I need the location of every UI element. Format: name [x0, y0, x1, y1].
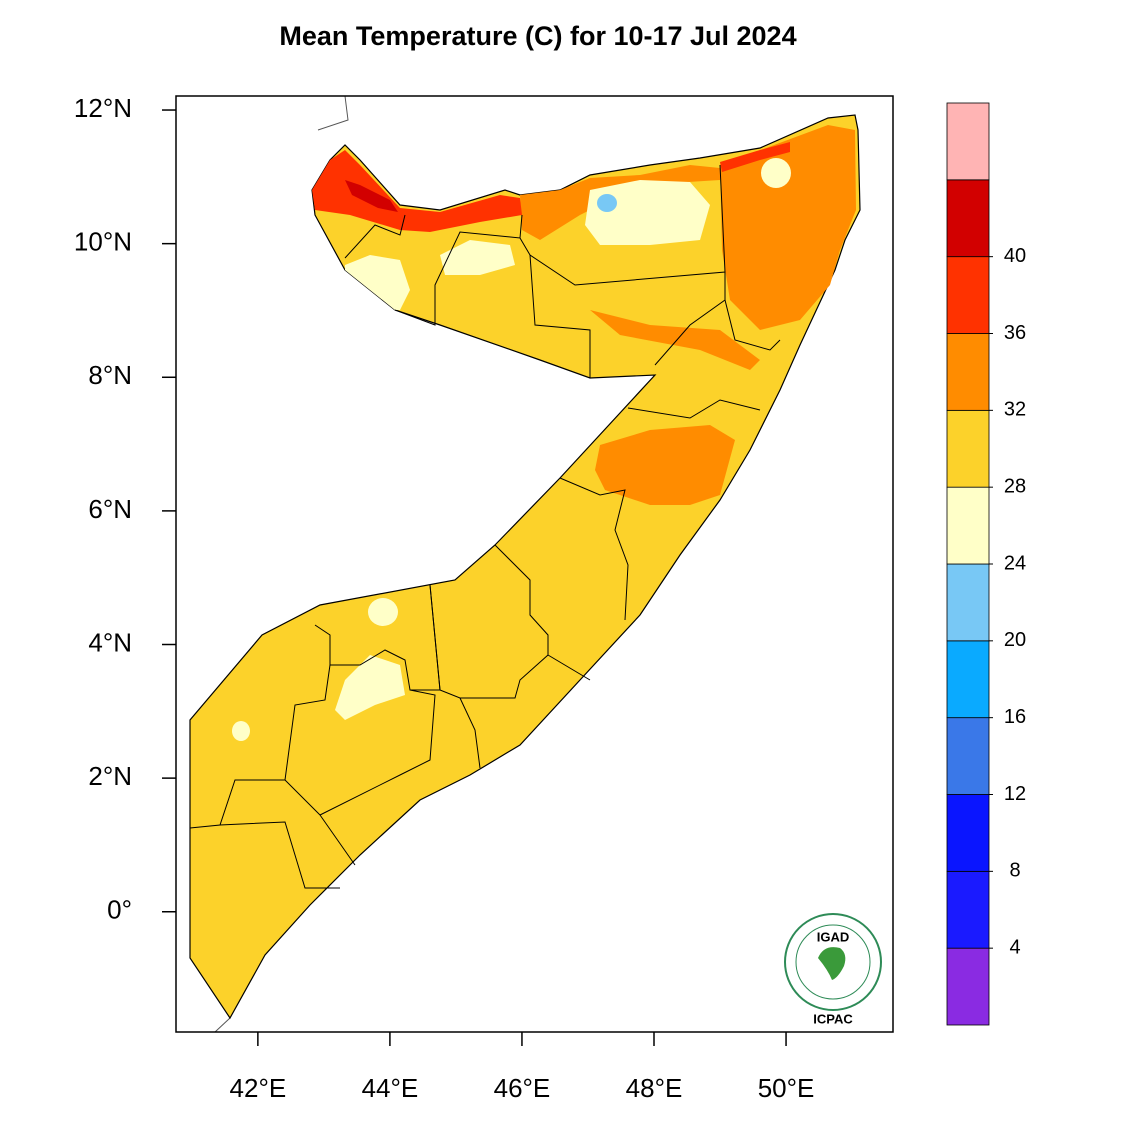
warm-area	[595, 425, 735, 505]
cool-area	[761, 158, 791, 188]
colorbar-label: 28	[1004, 475, 1026, 497]
colorbar-segment	[946, 179, 990, 258]
logo-africa	[818, 947, 846, 980]
cold-spot	[597, 194, 617, 212]
y-tick-label: 4°N	[88, 627, 132, 657]
colorbar-segment	[946, 640, 990, 719]
colorbar-segment	[946, 947, 990, 1026]
x-tick-label: 50°E	[758, 1073, 815, 1103]
border-line	[214, 1017, 231, 1033]
colorbar-label: 16	[1004, 706, 1026, 728]
colorbar-label: 24	[1004, 552, 1026, 574]
map-frame	[175, 95, 894, 1033]
x-tick-label: 46°E	[494, 1073, 551, 1103]
colorbar-segment	[946, 333, 990, 411]
hottest-area	[345, 180, 398, 212]
logo-text: ICPAC	[813, 1011, 853, 1026]
warm-area	[720, 125, 856, 330]
cool-area	[335, 655, 405, 720]
cool-area	[368, 598, 398, 626]
colorbar-label: 32	[1004, 399, 1026, 421]
colorbar-segment	[946, 563, 990, 642]
y-tick-label: 2°N	[88, 761, 132, 791]
cool-area	[440, 240, 515, 275]
admin-boundaries	[189, 164, 781, 889]
cool-area	[232, 721, 250, 741]
x-tick-label: 48°E	[626, 1073, 683, 1103]
logo: IGAD ICPAC	[784, 913, 882, 1026]
colorbar-segment	[946, 102, 990, 181]
colorbar-label: 8	[1009, 860, 1020, 882]
logo-text: IGAD	[817, 929, 850, 944]
map-area: IGAD ICPAC	[175, 95, 894, 1033]
colorbar-label: 40	[1004, 245, 1026, 267]
colorbar-label: 20	[1004, 629, 1026, 651]
warm-area	[590, 310, 760, 370]
y-tick-label: 8°N	[88, 360, 132, 390]
colorbar-segment	[946, 717, 990, 795]
colorbar-segment	[946, 409, 990, 488]
colorbar-label: 4	[1009, 936, 1020, 958]
colorbar-segment	[946, 794, 990, 872]
y-tick-label: 10°N	[74, 227, 132, 257]
colorbar-segment	[946, 486, 990, 565]
map-title: Mean Temperature (C) for 10-17 Jul 2024	[279, 21, 796, 51]
cool-area	[585, 180, 710, 245]
warm-area	[520, 165, 720, 240]
hot-area	[720, 142, 790, 172]
y-tick-label: 6°N	[88, 494, 132, 524]
cool-area	[345, 255, 410, 310]
y-tick-label: 0°	[107, 895, 132, 925]
colorbar-segment	[946, 256, 990, 334]
border-line	[317, 95, 349, 131]
colorbar-segment	[946, 870, 990, 949]
y-tick-label: 12°N	[74, 93, 132, 123]
x-tick-label: 42°E	[230, 1073, 287, 1103]
colorbar-label: 12	[1004, 783, 1026, 805]
colorbar-label: 36	[1004, 322, 1026, 344]
x-tick-label: 44°E	[362, 1073, 419, 1103]
logo-ring	[795, 924, 871, 1000]
hot-area	[312, 150, 522, 232]
